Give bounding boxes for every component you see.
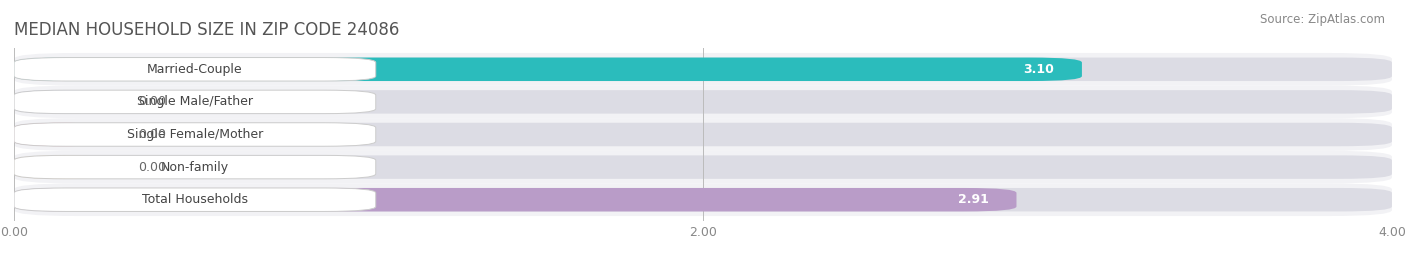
FancyBboxPatch shape: [14, 123, 375, 146]
Text: MEDIAN HOUSEHOLD SIZE IN ZIP CODE 24086: MEDIAN HOUSEHOLD SIZE IN ZIP CODE 24086: [14, 20, 399, 38]
Text: Single Female/Mother: Single Female/Mother: [127, 128, 263, 141]
Text: 2.91: 2.91: [957, 193, 988, 206]
Text: 0.00: 0.00: [138, 95, 166, 108]
Text: Single Male/Father: Single Male/Father: [136, 95, 253, 108]
FancyBboxPatch shape: [14, 155, 1392, 179]
FancyBboxPatch shape: [14, 86, 1392, 118]
Text: Source: ZipAtlas.com: Source: ZipAtlas.com: [1260, 13, 1385, 26]
Text: Non-family: Non-family: [160, 161, 229, 174]
FancyBboxPatch shape: [14, 90, 1392, 114]
FancyBboxPatch shape: [14, 155, 111, 179]
FancyBboxPatch shape: [14, 188, 375, 211]
Text: 0.00: 0.00: [138, 161, 166, 174]
FancyBboxPatch shape: [14, 90, 111, 114]
FancyBboxPatch shape: [14, 188, 1392, 211]
Text: 0.00: 0.00: [138, 128, 166, 141]
Text: Married-Couple: Married-Couple: [148, 63, 243, 76]
FancyBboxPatch shape: [14, 151, 1392, 183]
FancyBboxPatch shape: [14, 123, 1392, 146]
FancyBboxPatch shape: [14, 155, 375, 179]
FancyBboxPatch shape: [14, 58, 1083, 81]
FancyBboxPatch shape: [14, 183, 1392, 216]
FancyBboxPatch shape: [14, 90, 375, 114]
FancyBboxPatch shape: [14, 188, 1017, 211]
FancyBboxPatch shape: [14, 58, 1392, 81]
FancyBboxPatch shape: [14, 58, 375, 81]
FancyBboxPatch shape: [14, 123, 111, 146]
FancyBboxPatch shape: [14, 53, 1392, 86]
Text: Total Households: Total Households: [142, 193, 247, 206]
FancyBboxPatch shape: [14, 118, 1392, 151]
Text: 3.10: 3.10: [1024, 63, 1054, 76]
